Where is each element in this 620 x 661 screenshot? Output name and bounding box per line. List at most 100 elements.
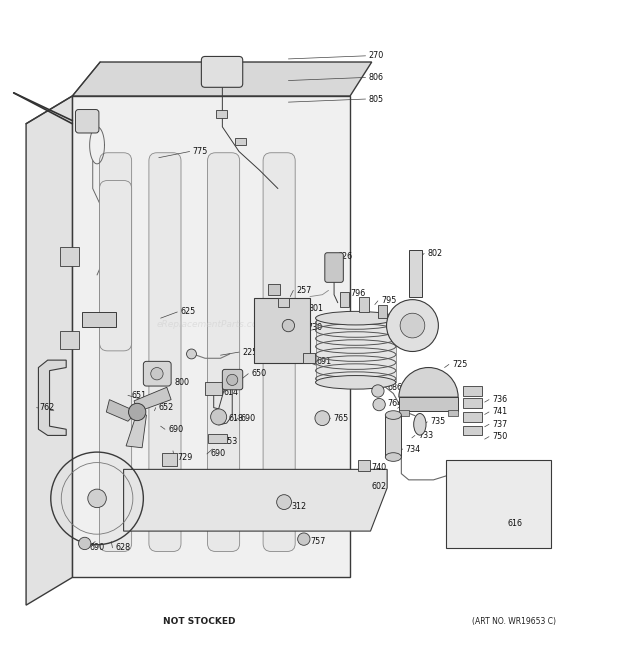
Circle shape	[372, 385, 384, 397]
Ellipse shape	[385, 453, 401, 461]
Polygon shape	[123, 469, 387, 531]
Bar	[278, 298, 289, 307]
Bar	[235, 138, 246, 145]
Text: 257: 257	[296, 286, 312, 295]
Text: 736: 736	[492, 395, 507, 404]
FancyBboxPatch shape	[202, 56, 242, 87]
Circle shape	[315, 410, 330, 426]
Bar	[463, 399, 482, 408]
Text: 749: 749	[401, 309, 417, 318]
Bar	[60, 247, 79, 266]
Text: 802: 802	[427, 249, 443, 258]
Circle shape	[128, 403, 146, 420]
Polygon shape	[38, 360, 66, 436]
Bar	[60, 330, 79, 349]
Text: 225: 225	[242, 348, 257, 356]
Bar	[216, 110, 228, 118]
Text: 764: 764	[387, 399, 402, 408]
Bar	[208, 434, 227, 443]
Bar	[409, 251, 422, 297]
Bar	[360, 297, 369, 312]
Circle shape	[88, 489, 106, 508]
Text: 690: 690	[90, 543, 105, 552]
Circle shape	[400, 313, 425, 338]
Text: 686: 686	[387, 383, 402, 392]
Polygon shape	[73, 62, 372, 96]
Text: 803: 803	[278, 346, 293, 355]
Text: 683: 683	[422, 315, 437, 324]
Text: 690: 690	[241, 414, 256, 422]
Text: 757: 757	[310, 537, 326, 546]
Text: 690: 690	[210, 449, 225, 459]
Text: 800: 800	[174, 379, 189, 387]
Polygon shape	[106, 400, 137, 421]
Bar	[399, 410, 409, 416]
Text: eReplacementParts.com: eReplacementParts.com	[156, 320, 266, 329]
Bar	[205, 382, 223, 395]
Bar	[303, 354, 315, 363]
Bar	[399, 397, 458, 410]
Polygon shape	[126, 412, 146, 447]
Bar	[448, 410, 458, 416]
Text: 270: 270	[369, 52, 384, 60]
Circle shape	[211, 409, 227, 425]
Text: 765: 765	[334, 414, 348, 422]
Bar	[268, 284, 280, 295]
Text: 626: 626	[338, 252, 353, 261]
Text: 614: 614	[224, 388, 239, 397]
Bar	[82, 312, 115, 327]
Text: 312: 312	[291, 502, 307, 511]
Text: 690: 690	[404, 401, 419, 410]
Bar	[162, 453, 177, 466]
Text: 775: 775	[193, 147, 208, 156]
Bar	[378, 305, 386, 318]
Ellipse shape	[414, 414, 426, 435]
Text: 740: 740	[372, 463, 387, 472]
FancyBboxPatch shape	[76, 110, 99, 133]
Text: 735: 735	[430, 417, 446, 426]
Text: 795: 795	[381, 296, 396, 305]
Ellipse shape	[316, 375, 396, 389]
FancyBboxPatch shape	[208, 153, 240, 551]
FancyBboxPatch shape	[263, 153, 295, 551]
Text: 730: 730	[307, 323, 322, 332]
Bar	[340, 292, 349, 307]
Text: 628: 628	[115, 543, 131, 552]
Text: 806: 806	[369, 73, 384, 82]
Circle shape	[227, 374, 238, 385]
Text: 805: 805	[369, 95, 384, 104]
Text: 652: 652	[159, 403, 174, 412]
FancyBboxPatch shape	[149, 153, 181, 551]
Text: 729: 729	[177, 453, 193, 461]
Circle shape	[386, 299, 438, 352]
Bar	[463, 426, 482, 436]
FancyBboxPatch shape	[223, 369, 242, 390]
FancyBboxPatch shape	[100, 180, 131, 351]
FancyBboxPatch shape	[143, 362, 171, 386]
Polygon shape	[26, 96, 73, 605]
Wedge shape	[399, 368, 458, 397]
Text: 725: 725	[452, 360, 467, 369]
Ellipse shape	[316, 311, 396, 325]
Text: 651: 651	[131, 391, 146, 400]
Text: 650: 650	[251, 369, 267, 378]
Bar	[358, 460, 371, 471]
Circle shape	[187, 349, 197, 359]
Text: 625: 625	[180, 307, 196, 317]
Text: 616: 616	[508, 519, 523, 527]
Text: 762: 762	[40, 403, 55, 412]
Bar	[446, 460, 551, 548]
Text: 691: 691	[316, 357, 331, 366]
FancyBboxPatch shape	[100, 153, 131, 551]
Circle shape	[151, 368, 163, 380]
Circle shape	[373, 399, 385, 410]
Circle shape	[282, 319, 294, 332]
Polygon shape	[73, 96, 350, 578]
Text: 602: 602	[372, 482, 387, 490]
Bar	[463, 386, 482, 396]
Text: 733: 733	[418, 431, 433, 440]
Text: 741: 741	[492, 407, 507, 416]
Text: 753: 753	[223, 437, 237, 446]
Text: 690: 690	[168, 425, 183, 434]
Text: 796: 796	[350, 289, 365, 298]
